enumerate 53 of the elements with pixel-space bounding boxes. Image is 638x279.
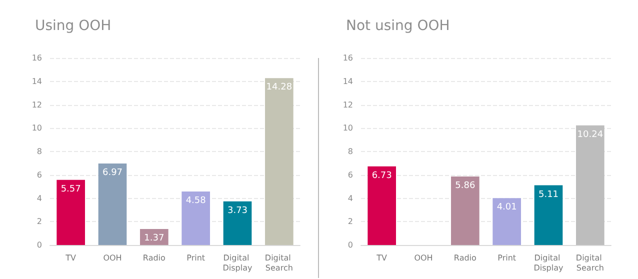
x-tick-label: Print — [186, 254, 206, 262]
x-tick-label: Digital Search — [264, 254, 294, 272]
bar — [368, 166, 396, 245]
x-tick-label: TV — [376, 254, 388, 262]
data-label: 3.73 — [227, 206, 248, 216]
data-label: 10.24 — [577, 130, 604, 140]
y-tick-label: 6 — [348, 170, 353, 180]
y-tick-label: 16 — [342, 54, 353, 62]
x-tick-label: Digital Display — [534, 254, 564, 272]
y-tick-label: 8 — [348, 147, 353, 156]
bar — [492, 198, 521, 245]
data-label: 5.57 — [60, 184, 81, 194]
data-label: 6.73 — [372, 170, 392, 181]
y-tick-label: 16 — [32, 54, 42, 62]
x-tick-label: Digital Search — [576, 254, 604, 272]
x-tick-label: Radio — [142, 254, 166, 262]
bar — [98, 164, 127, 245]
y-tick-label: 8 — [36, 147, 42, 156]
data-label: 5.86 — [455, 181, 476, 192]
y-tick-label: 2 — [348, 217, 353, 226]
y-tick-label: 10 — [32, 124, 42, 133]
data-label: 5.11 — [538, 190, 559, 200]
chart-title: Using OOH — [35, 18, 112, 34]
bar — [576, 125, 604, 245]
y-tick-label: 10 — [342, 124, 353, 133]
bar — [451, 176, 480, 245]
y-tick-label: 12 — [342, 100, 353, 110]
y-tick-label: 6 — [36, 170, 42, 180]
y-tick-label: 4 — [36, 194, 42, 203]
data-label: 4.01 — [496, 202, 517, 213]
x-tick-label: TV — [64, 254, 77, 262]
bar — [182, 191, 210, 245]
x-tick-label: Print — [498, 254, 516, 262]
data-label: 1.37 — [144, 233, 164, 244]
y-tick-label: 0 — [348, 240, 353, 250]
y-tick-label: 14 — [342, 76, 353, 86]
x-tick-label: Radio — [454, 254, 477, 262]
x-tick-label: Digital Display — [222, 254, 253, 272]
y-tick-label: 0 — [36, 240, 42, 250]
x-tick-label: OOH — [103, 254, 122, 262]
y-tick-label: 4 — [348, 194, 353, 203]
bar — [534, 185, 563, 245]
chart-title: Not using OOH — [346, 18, 450, 34]
data-label: 6.97 — [102, 168, 123, 178]
y-tick-label: 2 — [36, 217, 42, 226]
y-tick-label: 12 — [32, 100, 42, 110]
bar — [56, 180, 85, 245]
bar — [223, 201, 252, 245]
data-label: 4.58 — [186, 196, 206, 206]
x-tick-label: OOH — [414, 254, 433, 262]
y-tick-label: 14 — [32, 76, 42, 86]
bar — [265, 78, 294, 245]
data-label: 14.28 — [266, 82, 292, 93]
